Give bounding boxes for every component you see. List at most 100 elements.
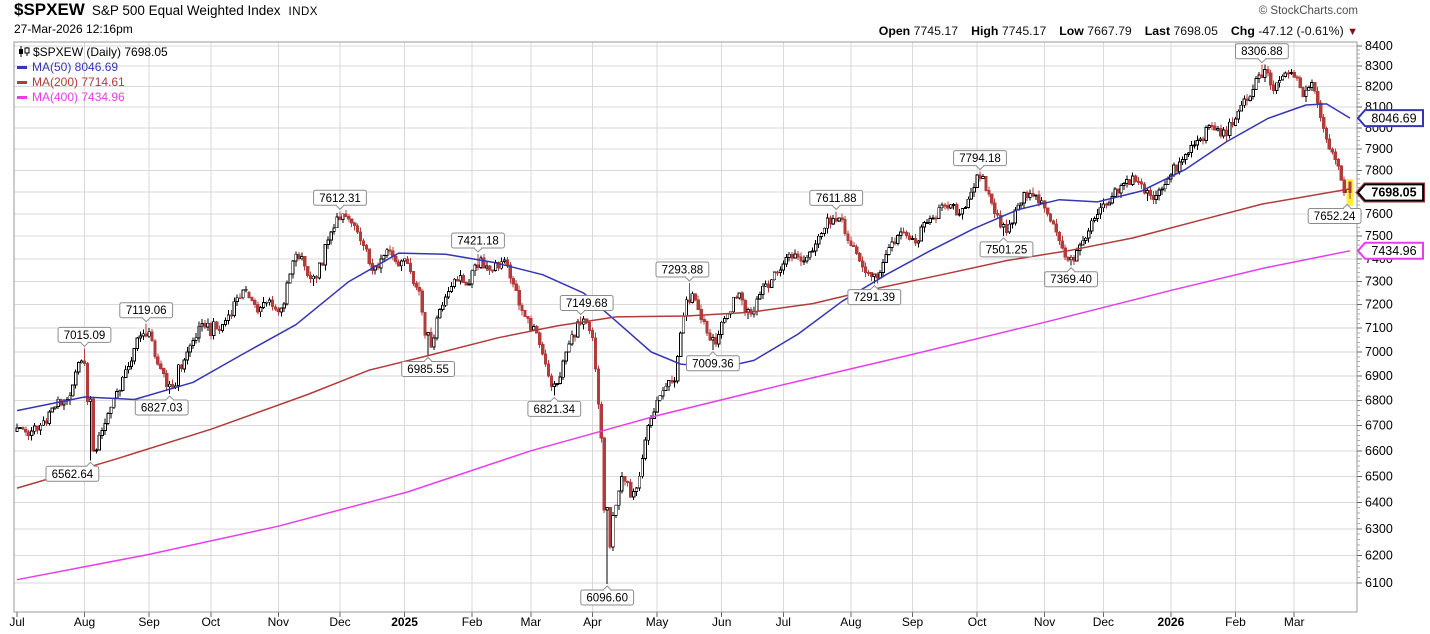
x-axis-label: Apr — [583, 615, 602, 629]
y-axis-label: 7900 — [1365, 142, 1393, 156]
moving-average-lines — [16, 103, 1351, 581]
svg-text:7501.25: 7501.25 — [986, 244, 1028, 256]
low-value: 7667.79 — [1087, 24, 1132, 38]
right-axis-price-tag: 7434.96 — [1356, 241, 1424, 260]
last-value: 7698.05 — [1173, 24, 1218, 38]
stockcharts-credit: © StockCharts.com — [1258, 5, 1358, 17]
axis-and-labels: Jul Aug Sep Oct Nov Dec 2025 Feb Mar Apr May Jun Jul… — [9, 39, 1425, 629]
ma50-line — [16, 103, 1351, 412]
y-axis-label: 6400 — [1365, 496, 1393, 510]
x-axis-label: Oct — [201, 615, 220, 629]
price-annotation: 7015.09 — [57, 326, 112, 348]
legend-ma200-label: MA(200) 7714.61 — [32, 75, 125, 89]
open-value: 7745.17 — [913, 24, 959, 38]
svg-text:6985.55: 6985.55 — [407, 364, 449, 376]
svg-text:6821.34: 6821.34 — [534, 404, 576, 416]
quote-low: Low 7667.79 — [1059, 24, 1131, 39]
svg-text:8046.69: 8046.69 — [1371, 111, 1416, 125]
svg-text:7434.96: 7434.96 — [1371, 244, 1416, 258]
legend-ma50-row: MA(50) 8046.69 — [17, 60, 168, 75]
price-annotation: 7501.25 — [979, 237, 1034, 258]
symbol: $SPXEW — [14, 0, 85, 19]
chg-value: -47.12 (-0.61%) — [1258, 24, 1344, 38]
price-annotation: 7009.36 — [686, 351, 740, 372]
right-axis-price-tag: 8046.69 — [1356, 109, 1424, 128]
quote-last: Last 7698.05 — [1145, 24, 1218, 39]
y-axis-label: 6800 — [1365, 394, 1393, 408]
price-annotation: 8306.88 — [1235, 43, 1289, 64]
y-axis-label: 6900 — [1365, 369, 1393, 383]
price-annotation: 6985.55 — [401, 356, 456, 377]
ma200-line — [16, 188, 1351, 489]
svg-text:7119.06: 7119.06 — [126, 305, 167, 317]
legend-ma50-label: MA(50) 8046.69 — [32, 60, 119, 74]
y-axis-label: 6100 — [1365, 576, 1393, 590]
y-axis-label: 6300 — [1365, 522, 1393, 536]
y-axis-label: 6500 — [1365, 469, 1393, 483]
ma400-line — [16, 250, 1351, 581]
legend-series-label: $SPXEW (Daily) 7698.05 — [33, 45, 168, 59]
svg-text:7611.88: 7611.88 — [816, 193, 857, 205]
candlesticks — [15, 64, 1354, 584]
x-axis-label: 2025 — [391, 615, 418, 629]
price-annotation: 7421.18 — [451, 232, 505, 253]
right-axis-price-tag: 7698.05 — [1355, 182, 1425, 203]
price-annotation: 6562.64 — [45, 461, 100, 482]
chg-label: Chg — [1230, 24, 1255, 38]
x-axis-label: Dec — [329, 615, 350, 629]
price-annotation: 6096.60 — [580, 585, 635, 606]
chart-header: $SPXEW S&P 500 Equal Weighted Index INDX 2… — [14, 1, 318, 37]
x-axis-label: 2026 — [1158, 615, 1185, 629]
y-axis-label: 7000 — [1365, 345, 1393, 359]
price-annotation: 7119.06 — [119, 302, 174, 323]
svg-text:7149.68: 7149.68 — [566, 298, 608, 310]
y-axis-label: 6600 — [1365, 444, 1393, 458]
down-arrow-icon: ▼ — [1347, 26, 1358, 38]
price-annotation: 7611.88 — [809, 189, 864, 211]
y-axis-label: 7100 — [1365, 321, 1393, 335]
open-label: Open — [878, 24, 911, 38]
x-axis-label: Aug — [840, 615, 861, 629]
x-axis-label: May — [646, 615, 669, 629]
x-axis-label: Feb — [1225, 615, 1246, 629]
chart-datetime: 27-Mar-2026 12:16pm — [14, 22, 133, 36]
x-axis-label: Mar — [1284, 615, 1305, 629]
x-axis-label: Feb — [462, 615, 483, 629]
quote-high: High 7745.17 — [971, 24, 1046, 39]
svg-text:7015.09: 7015.09 — [64, 330, 106, 342]
svg-text:7421.18: 7421.18 — [457, 236, 499, 248]
ma400-dash-icon — [17, 96, 27, 99]
y-axis-label: 8300 — [1365, 59, 1393, 73]
price-annotation: 6821.34 — [527, 396, 582, 417]
legend-ma400-label: MA(400) 7434.96 — [32, 90, 125, 104]
price-annotation: 7369.40 — [1044, 267, 1098, 288]
y-axis-label: 7200 — [1365, 298, 1393, 312]
price-annotation: 6827.03 — [134, 395, 189, 416]
ma200-dash-icon — [17, 81, 27, 84]
x-axis-label: Sep — [902, 615, 924, 629]
svg-text:7369.40: 7369.40 — [1050, 274, 1092, 286]
legend-ma200-row: MA(200) 7714.61 — [17, 75, 168, 90]
x-axis-label: Mar — [520, 615, 541, 629]
candlestick-icon — [17, 46, 30, 61]
last-label: Last — [1144, 24, 1171, 38]
y-axis-label: 8400 — [1365, 39, 1393, 53]
x-axis-label: Nov — [268, 615, 289, 629]
svg-text:7009.36: 7009.36 — [692, 358, 734, 370]
exchange: INDX — [288, 6, 318, 18]
price-annotation: 7293.88 — [655, 261, 710, 282]
quote-open: Open 7745.17 — [879, 24, 958, 39]
symbol-name: S&P 500 Equal Weighted Index — [91, 3, 281, 18]
title-line: $SPXEW S&P 500 Equal Weighted Index INDX — [14, 1, 318, 21]
low-label: Low — [1059, 24, 1084, 38]
quote-chg: Chg -47.12 (-0.61%) ▼ — [1231, 24, 1358, 39]
legend-series-row: $SPXEW (Daily) 7698.05 — [17, 45, 168, 60]
y-axis-label: 7500 — [1365, 229, 1393, 243]
y-axis-label: 6700 — [1365, 419, 1393, 433]
x-axis-label: Sep — [138, 615, 160, 629]
y-axis-label: 8200 — [1365, 79, 1393, 93]
svg-text:7794.18: 7794.18 — [959, 153, 1001, 165]
price-annotation: 7149.68 — [559, 295, 614, 316]
price-annotation: 7794.18 — [953, 150, 1007, 171]
